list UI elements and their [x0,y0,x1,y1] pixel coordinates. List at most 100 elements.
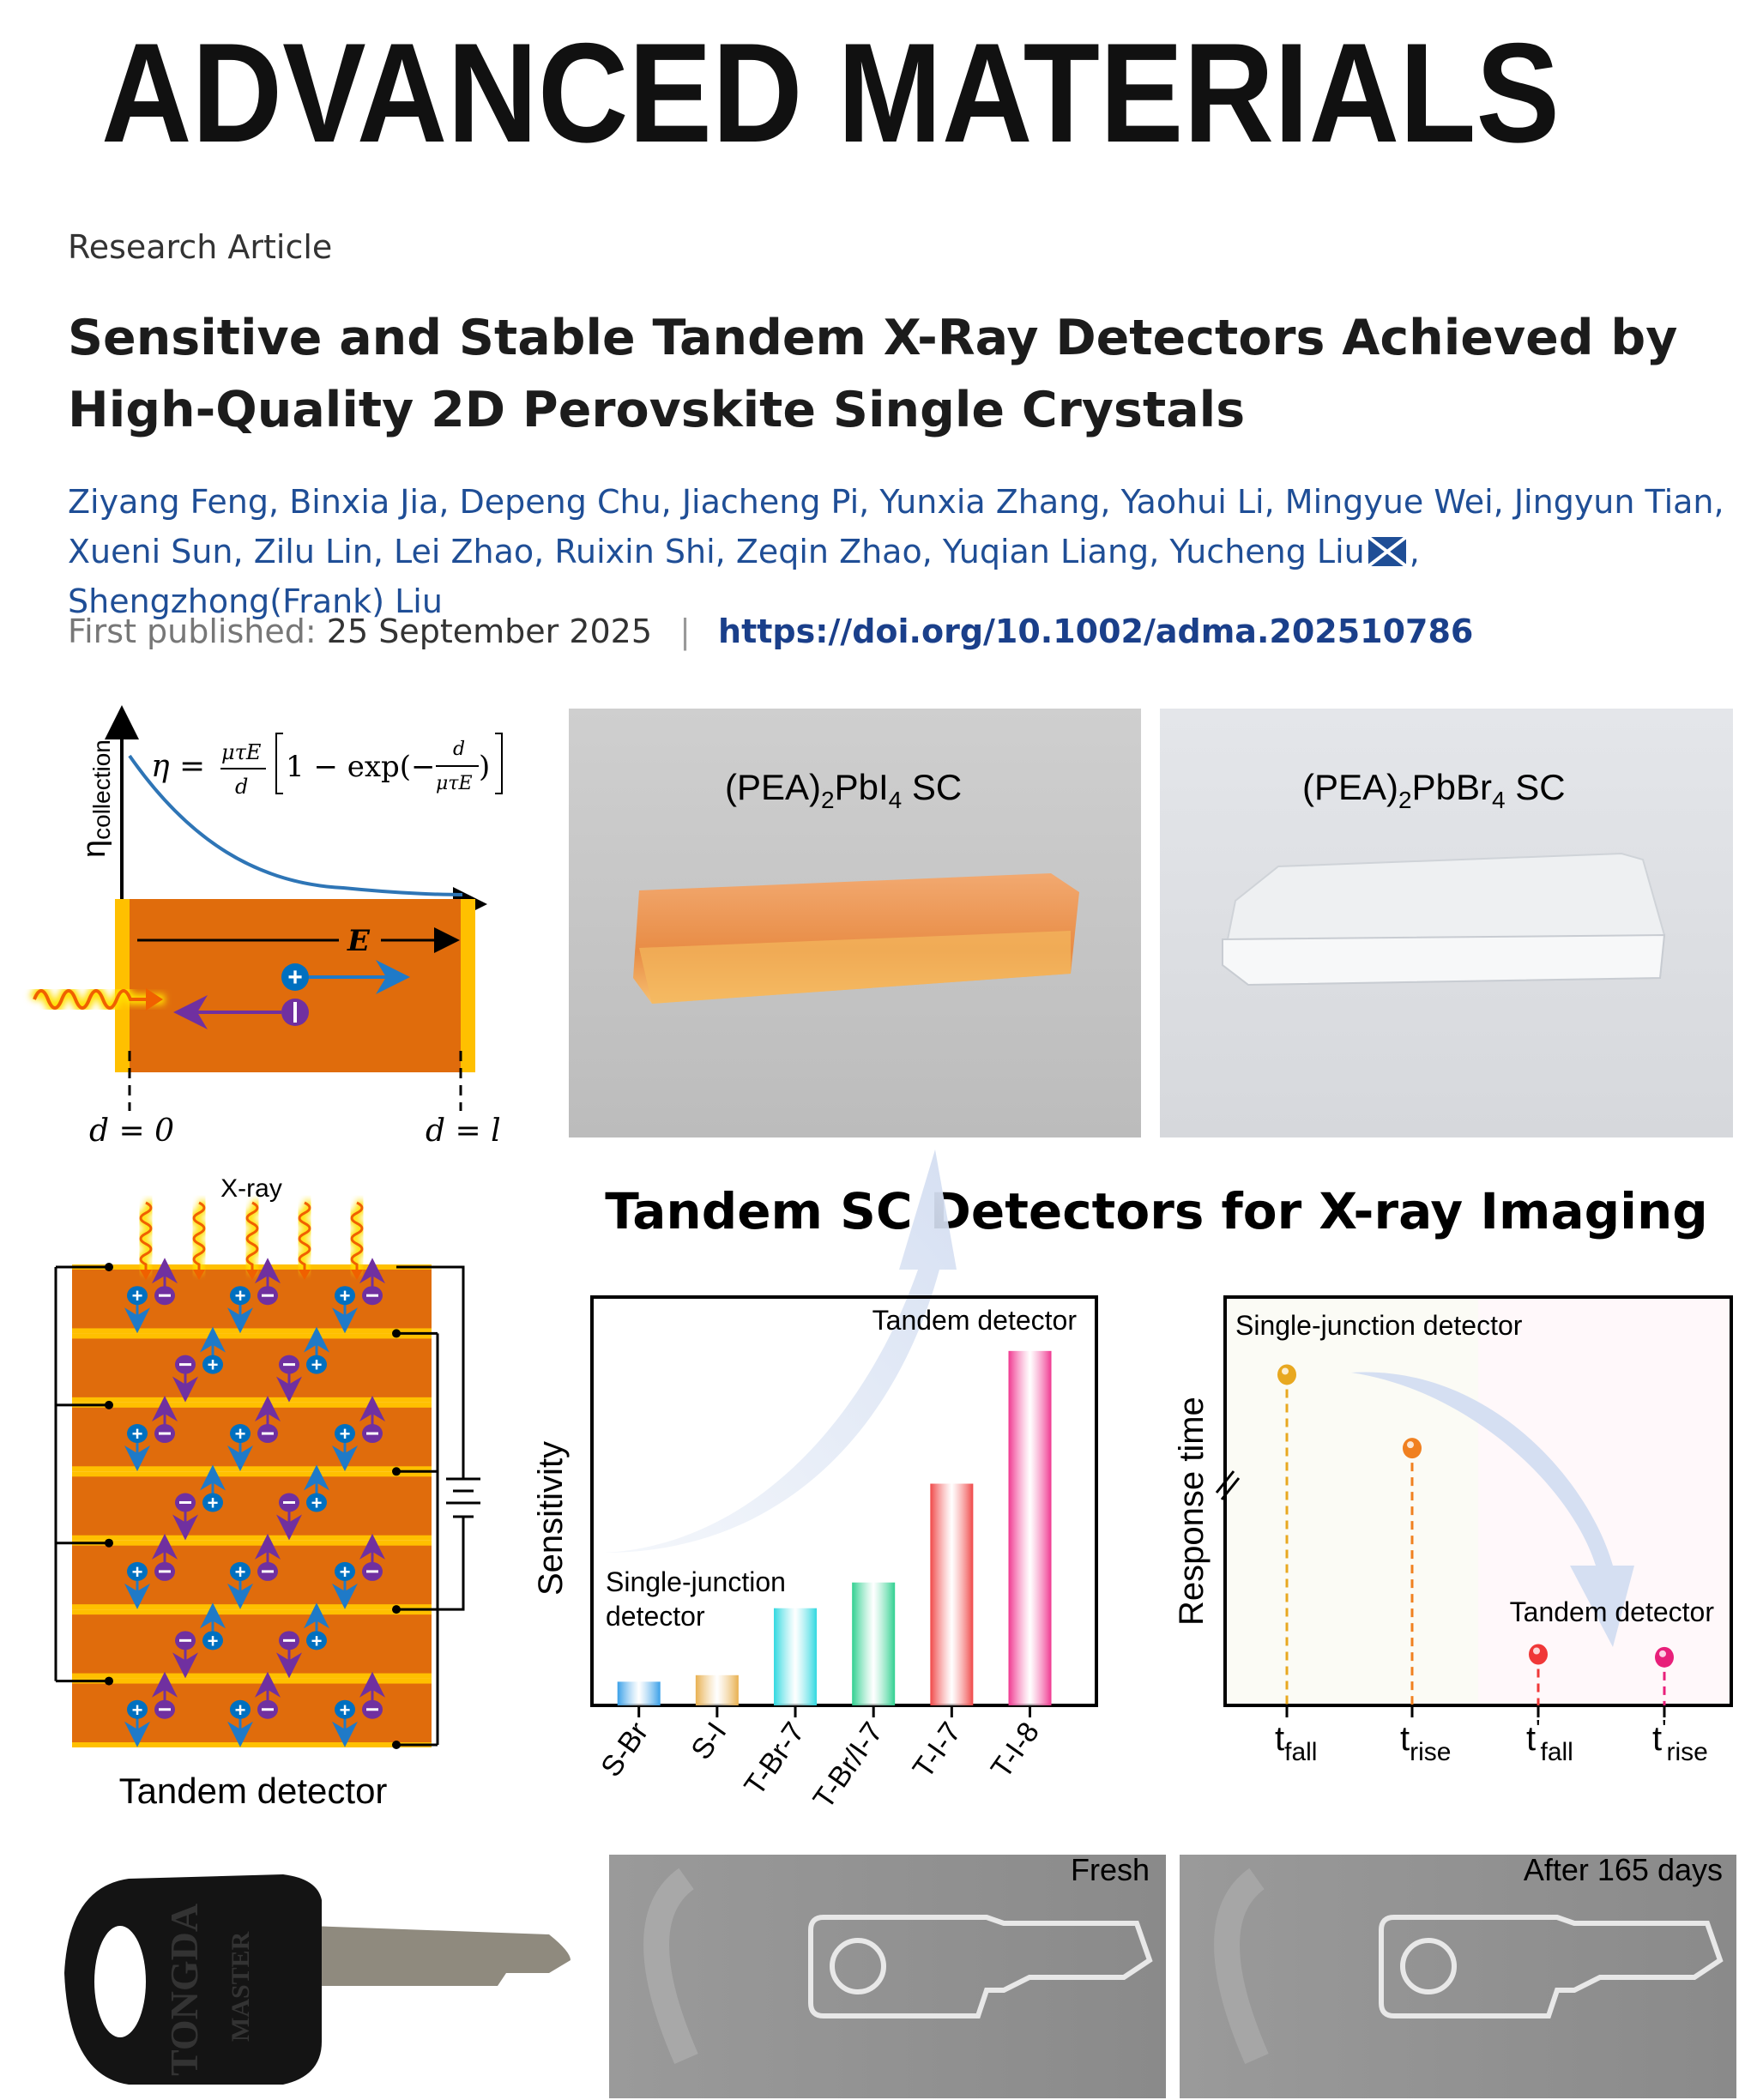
aged-label: After 165 days [1524,1852,1723,1887]
author-link[interactable]: Xueni Sun [68,533,233,570]
author-link[interactable]: Zeqin Zhao [735,533,922,570]
author-link[interactable]: Shengzhong(Frank) Liu [68,582,443,620]
author-link[interactable]: Ziyang Feng [68,483,269,521]
bar-T-Br-7 [774,1608,818,1705]
plot-frame [1223,1295,1733,1707]
hole-icon [202,1493,223,1512]
tandem-caption: Tandem detector [119,1771,388,1811]
x-tick-label: T-Br-7 [738,1717,811,1801]
title-line: High-Quality 2D Perovskite Single Crysta… [68,382,1246,438]
svg-text:): ) [479,750,490,784]
separator: , [715,533,736,570]
hole-icon [202,1631,223,1650]
photo-label: (PEA)2PbI4 SC [725,767,962,813]
author-link[interactable]: Yuqian Liang [942,533,1150,570]
left-boundary-label: d = 0 [89,1113,174,1149]
increase-arrow [605,1150,957,1553]
key-engraving: TONGDA [162,1904,206,2076]
x-tick-label: T-I-7 [907,1717,968,1784]
envelope-icon[interactable] [1368,537,1406,566]
hole-icon [306,1631,327,1650]
separator: , [1713,483,1724,521]
bar-S-Br [617,1681,661,1705]
publication-info: First published: 25 September 2025 | htt… [68,612,1473,650]
separator: , [232,533,254,570]
response-time-chart: Response time Single-junction detector T… [1173,1295,1733,1766]
author-link[interactable]: Depeng Chu [459,483,661,521]
separator: , [661,483,682,521]
x-tick-label: t'rise [1652,1715,1708,1766]
journal-logo: ADVANCED MATERIALS [101,26,1560,163]
separator: , [921,533,943,570]
single-annotation-line2: detector [606,1601,705,1632]
key-photo: TONGDA MASTER [64,1874,571,2085]
author-link[interactable]: Mingyue Wei [1284,483,1494,521]
svg-text:+: + [132,1561,143,1583]
hole-icon [335,1286,355,1306]
key-blade [309,1926,571,1986]
hole-icon [230,1424,251,1444]
plot-frame [590,1295,1098,1707]
svg-text:+: + [287,963,303,992]
hole-icon [306,1493,327,1512]
published-label: First published: [68,612,317,650]
figure-headline: Tandem SC Detectors for X-ray Imaging [605,1182,1708,1240]
svg-text:μτE: μτE [436,773,473,794]
author-link[interactable]: Yaohui Li [1120,483,1265,521]
svg-text:+: + [235,1285,246,1306]
point-t'_rise [1655,1646,1674,1668]
title-line: Sensitive and Stable Tandem X-Ray Detect… [68,310,1678,366]
hole-icon [127,1699,148,1719]
svg-text:+: + [340,1285,351,1306]
author-link[interactable]: Jingyun Tian [1513,483,1714,521]
separator: , [1264,483,1285,521]
doi-link[interactable]: https://doi.org/10.1002/adma.202510786 [718,612,1474,650]
hole-icon [335,1561,355,1581]
author-link[interactable]: Jiacheng Pi [681,483,860,521]
hole-icon [335,1699,355,1719]
hole-icon [127,1561,148,1581]
author-link[interactable]: Zilu Lin [253,533,373,570]
author-link[interactable]: Yucheng Liu [1169,533,1365,570]
hole-icon [306,1355,327,1374]
svg-text:+: + [311,1492,323,1513]
hole-icon [127,1424,148,1444]
svg-text:+: + [235,1561,246,1583]
key-silhouette [1379,1915,1724,2019]
key-engraving: MASTER [226,1931,255,2042]
collection-efficiency-panel: ηcollection η = μτE d 1 − exp(− d μτE ) … [29,705,503,1149]
svg-text:d: d [453,739,465,760]
single-annotation: Single-junction [606,1566,786,1597]
svg-text:+: + [340,1423,351,1445]
author-link[interactable]: Lei Zhao [393,533,534,570]
svg-text:+: + [235,1423,246,1445]
equation: η = μτE d 1 − exp(− d μτE ) [151,733,503,799]
separator: , [534,533,555,570]
xray-label: X-ray [220,1174,282,1203]
svg-text:+: + [208,1630,219,1651]
tandem-annotation: Tandem detector [872,1305,1078,1336]
author-link[interactable]: Ruixin Shi [554,533,715,570]
svg-text:μτE: μτE [221,740,262,764]
fresh-label: Fresh [1071,1852,1150,1887]
author-link[interactable]: Binxia Jia [289,483,439,521]
hole-icon [230,1699,251,1719]
y-axis-label: Sensitivity [532,1441,570,1596]
divider: | [679,612,691,650]
x-tick-label: T-Br/I-7 [807,1717,890,1815]
collection-curve [128,754,463,896]
x-tick-label: t'fall [1526,1715,1573,1766]
decrease-arrow [1351,1372,1634,1647]
author-link[interactable]: Yunxia Zhang [879,483,1101,521]
svg-text:+: + [132,1423,143,1445]
x-tick-label: T-I-8 [985,1717,1046,1784]
tandem-region [1478,1297,1731,1705]
crystal-layer [72,1476,432,1536]
point-t'_fall [1529,1644,1548,1665]
author-list: Ziyang Feng, Binxia Jia, Depeng Chu, Jia… [68,477,1741,626]
svg-text:+: + [311,1630,323,1651]
svg-text:+: + [235,1699,246,1721]
hole-icon [230,1561,251,1581]
key-silhouette [808,1915,1153,2019]
